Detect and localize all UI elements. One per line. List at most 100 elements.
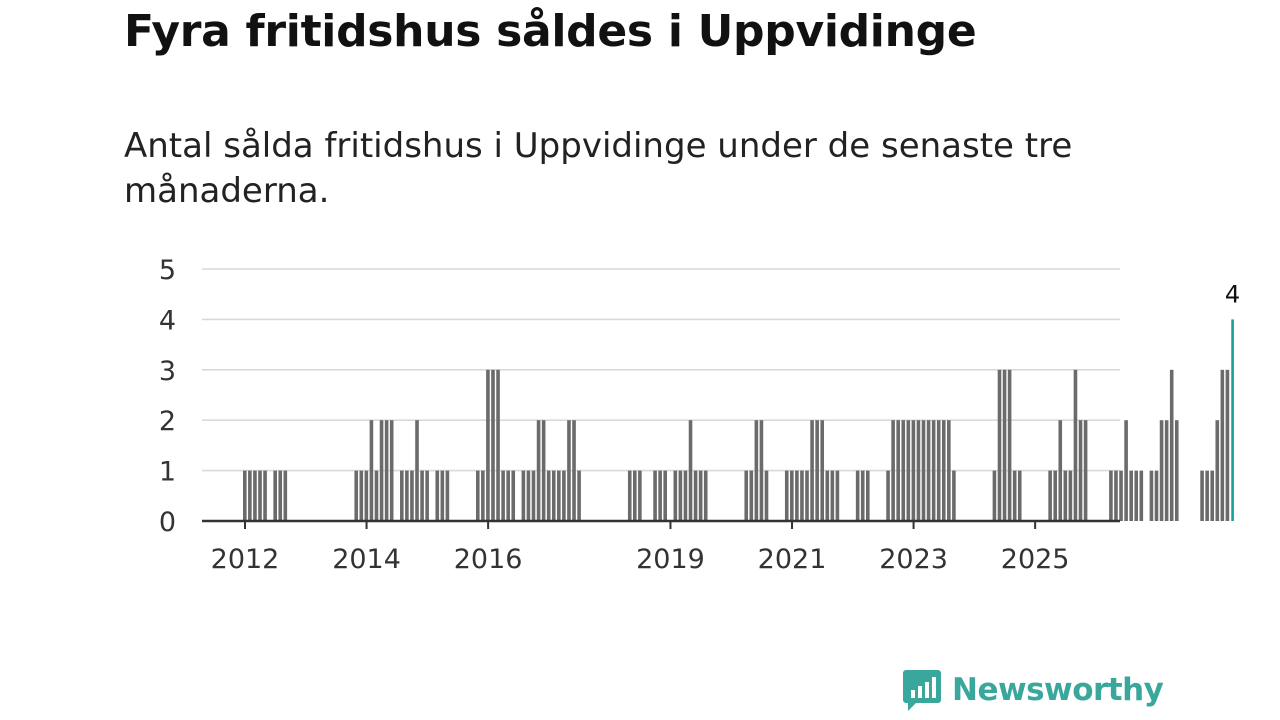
bar — [764, 470, 769, 521]
bar — [911, 420, 916, 521]
bar — [1002, 369, 1007, 521]
bar — [901, 420, 906, 521]
x-tick-label: 2019 — [636, 544, 705, 575]
bar — [931, 420, 936, 521]
bar — [496, 369, 500, 521]
y-tick-label: 0 — [159, 507, 176, 538]
bar — [653, 470, 657, 521]
bar — [886, 470, 890, 521]
bar — [744, 470, 749, 521]
highlight-value-label: 4 — [1225, 280, 1240, 308]
bar — [698, 470, 703, 521]
bar — [800, 470, 804, 521]
bar — [784, 470, 789, 521]
bar — [830, 470, 835, 521]
x-tick-label: 2016 — [454, 544, 523, 575]
bar — [1210, 470, 1215, 521]
bar — [997, 369, 1002, 521]
bar — [1083, 420, 1088, 521]
bar — [389, 420, 394, 521]
bar — [405, 470, 409, 521]
bar — [379, 420, 384, 521]
bar — [992, 470, 997, 521]
bar — [1174, 420, 1179, 521]
x-tick-label: 2025 — [1001, 544, 1070, 575]
bar — [1134, 470, 1139, 521]
bar — [491, 369, 495, 521]
x-tick-label: 2014 — [332, 544, 401, 575]
x-tick-label: 2012 — [211, 544, 280, 575]
bar — [410, 470, 414, 521]
bar — [1048, 470, 1052, 521]
bar — [1012, 470, 1017, 521]
bar — [374, 470, 379, 521]
bar — [1058, 420, 1063, 521]
bar — [1149, 470, 1154, 521]
bar — [400, 470, 404, 521]
bar — [855, 470, 860, 521]
bar — [1114, 470, 1118, 521]
x-axis-tick-labels: 2012 2014 2016 2019 2021 2023 2025 — [211, 521, 1070, 575]
bar — [810, 420, 814, 521]
bar — [253, 470, 257, 521]
bar — [572, 420, 576, 521]
bar — [283, 470, 288, 521]
bar — [369, 420, 374, 521]
bar — [916, 420, 921, 521]
bar — [825, 470, 830, 521]
bar — [703, 470, 708, 521]
bar — [541, 420, 546, 521]
bar — [835, 470, 840, 521]
bar — [790, 470, 794, 521]
bar — [511, 470, 516, 521]
bar — [1017, 470, 1022, 521]
bar — [683, 470, 688, 521]
bar — [1159, 420, 1164, 521]
bar — [749, 470, 754, 521]
y-tick-label: 2 — [159, 406, 176, 437]
newsworthy-brand: Newsworthy — [902, 668, 1164, 712]
bar — [1129, 470, 1133, 521]
bar — [521, 470, 526, 521]
bar — [926, 420, 931, 521]
bar — [243, 470, 247, 521]
bar — [248, 470, 252, 521]
x-tick-label: 2021 — [758, 544, 827, 575]
bar — [759, 420, 764, 521]
bar — [263, 470, 267, 521]
bar — [557, 470, 561, 521]
bar — [860, 470, 865, 521]
bar — [546, 470, 551, 521]
y-axis-tick-labels: 0 1 2 3 4 5 — [159, 255, 176, 538]
bar — [1007, 369, 1012, 521]
bar — [688, 420, 693, 521]
bar — [891, 420, 895, 521]
x-tick-label: 2023 — [879, 544, 948, 575]
bar — [1073, 369, 1078, 521]
bar — [501, 470, 505, 521]
chart-subtitle: Antal sålda fritidshus i Uppvidinge unde… — [124, 126, 1073, 211]
bar — [815, 420, 819, 521]
bar — [551, 470, 556, 521]
bar — [1205, 470, 1209, 521]
bar — [658, 470, 662, 521]
bar — [536, 420, 541, 521]
bar — [1169, 369, 1174, 521]
bars — [243, 319, 1234, 521]
chart-title: Fyra fritidshus såldes i Uppvidinge — [124, 6, 977, 57]
bar — [1078, 420, 1083, 521]
bar — [921, 420, 926, 521]
bar — [1109, 470, 1113, 521]
bar — [1063, 470, 1068, 521]
bar — [531, 470, 536, 521]
bar — [865, 470, 870, 521]
bar — [1220, 369, 1225, 521]
bar — [1139, 470, 1144, 521]
bar — [673, 470, 678, 521]
bar — [952, 470, 956, 521]
bar — [936, 420, 941, 521]
bar — [359, 470, 364, 521]
bar — [425, 470, 429, 521]
bar — [567, 420, 571, 521]
